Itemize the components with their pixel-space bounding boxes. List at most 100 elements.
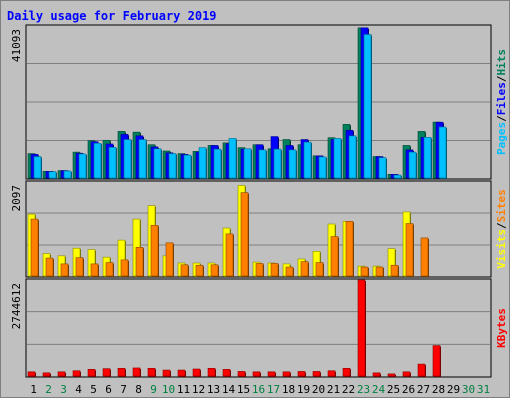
legend-pages: Pages bbox=[495, 122, 508, 155]
x-tick-label: 27 bbox=[417, 383, 430, 396]
bar-pages bbox=[78, 153, 87, 179]
bar-sites bbox=[255, 263, 264, 277]
bar-kbytes bbox=[282, 371, 291, 377]
bar-pages bbox=[303, 141, 312, 179]
bar-sites bbox=[420, 237, 429, 277]
bar-sites bbox=[150, 225, 159, 277]
bar-kbytes bbox=[432, 345, 441, 377]
bar-sites bbox=[195, 264, 204, 277]
bar-pages bbox=[258, 149, 267, 179]
x-tick-label: 20 bbox=[312, 383, 325, 396]
x-tick-label: 6 bbox=[105, 383, 112, 396]
bar-pages bbox=[183, 154, 192, 179]
x-tick-label: 18 bbox=[282, 383, 295, 396]
bar-kbytes bbox=[342, 368, 351, 377]
bar-kbytes bbox=[162, 369, 171, 377]
bar-sites bbox=[300, 261, 309, 277]
bar-sites bbox=[225, 233, 234, 277]
panel-legend: Visits/Sites bbox=[495, 189, 508, 269]
bar-kbytes bbox=[87, 369, 96, 377]
panel-frame bbox=[25, 278, 492, 378]
x-tick-label: 8 bbox=[135, 383, 142, 396]
x-tick-label: 3 bbox=[60, 383, 67, 396]
bar-pages bbox=[318, 156, 327, 179]
panel-legend: KBytes bbox=[495, 308, 508, 348]
bar-kbytes bbox=[237, 371, 246, 377]
bar-pages bbox=[348, 135, 357, 179]
x-tick-label: 29 bbox=[447, 383, 460, 396]
x-tick-label: 9 bbox=[150, 383, 157, 396]
x-tick-label: 31 bbox=[477, 383, 490, 396]
bar-sites bbox=[330, 236, 339, 277]
x-tick-label: 21 bbox=[327, 383, 340, 396]
panel-kbytes: 2744612 KBytes bbox=[10, 278, 508, 378]
bar-sites bbox=[165, 242, 174, 277]
bar-kbytes bbox=[147, 368, 156, 377]
bar-kbytes bbox=[252, 371, 261, 377]
bar-pages bbox=[333, 138, 342, 179]
bar-kbytes bbox=[117, 368, 126, 377]
bar-pages bbox=[48, 171, 57, 179]
bar-kbytes bbox=[42, 372, 51, 377]
x-tick-label: 24 bbox=[372, 383, 386, 396]
bar-sites bbox=[75, 257, 84, 277]
bar-pages bbox=[408, 151, 417, 179]
bar-sites bbox=[315, 262, 324, 277]
bar-pages bbox=[33, 156, 42, 179]
bar-sites bbox=[270, 263, 279, 277]
bar-pages bbox=[228, 138, 237, 179]
bar-sites bbox=[375, 266, 384, 277]
bar-pages bbox=[378, 157, 387, 179]
panel-legend: Pages/Files/Hits bbox=[495, 49, 508, 155]
x-tick-label: 25 bbox=[387, 383, 400, 396]
x-tick-label: 17 bbox=[267, 383, 280, 396]
bar-sites bbox=[60, 263, 69, 277]
legend-kbytes: KBytes bbox=[495, 308, 508, 348]
panel-max-label: 2097 bbox=[10, 185, 23, 212]
x-tick-label: 12 bbox=[192, 383, 205, 396]
bar-kbytes bbox=[27, 371, 36, 377]
bar-sites bbox=[345, 221, 354, 277]
legend-separator: / bbox=[495, 115, 508, 122]
legend-separator: / bbox=[495, 222, 508, 229]
x-tick-label: 30 bbox=[462, 383, 475, 396]
x-tick-label: 5 bbox=[90, 383, 97, 396]
x-tick-label: 23 bbox=[357, 383, 370, 396]
bar-kbytes bbox=[417, 363, 426, 377]
panel-pages-files-hits: 41093 Pages/Files/Hits bbox=[10, 24, 508, 180]
legend-files: Files bbox=[495, 82, 508, 115]
bar-sites bbox=[90, 263, 99, 277]
x-tick-label: 15 bbox=[237, 383, 250, 396]
bar-kbytes bbox=[267, 371, 276, 377]
x-tick-label: 22 bbox=[342, 383, 355, 396]
bar-kbytes bbox=[312, 371, 321, 377]
bar-sites bbox=[210, 264, 219, 277]
bar-sites bbox=[105, 262, 114, 277]
bar-sites bbox=[30, 218, 39, 277]
legend-separator: / bbox=[495, 75, 508, 82]
panel-max-label: 2744612 bbox=[10, 283, 23, 329]
x-tick-label: 19 bbox=[297, 383, 310, 396]
bar-pages bbox=[108, 146, 117, 179]
x-tick-label: 16 bbox=[252, 383, 265, 396]
bar-kbytes bbox=[357, 279, 366, 377]
bar-kbytes bbox=[102, 368, 111, 377]
x-tick-label: 28 bbox=[432, 383, 445, 396]
bar-pages bbox=[438, 126, 447, 179]
legend-sites: Sites bbox=[495, 189, 508, 222]
bar-sites bbox=[135, 247, 144, 277]
x-tick-label: 13 bbox=[207, 383, 220, 396]
bar-pages bbox=[123, 139, 132, 179]
bar-pages bbox=[363, 34, 372, 179]
x-tick-label: 4 bbox=[75, 383, 82, 396]
bar-sites bbox=[180, 264, 189, 277]
bar-pages bbox=[198, 147, 207, 179]
bar-sites bbox=[45, 257, 54, 277]
panel-max-label: 41093 bbox=[10, 29, 23, 62]
bar-pages bbox=[63, 170, 72, 179]
x-tick-label: 11 bbox=[177, 383, 190, 396]
bar-pages bbox=[138, 139, 147, 179]
bar-pages bbox=[213, 148, 222, 179]
legend-visits: Visits bbox=[495, 229, 508, 269]
